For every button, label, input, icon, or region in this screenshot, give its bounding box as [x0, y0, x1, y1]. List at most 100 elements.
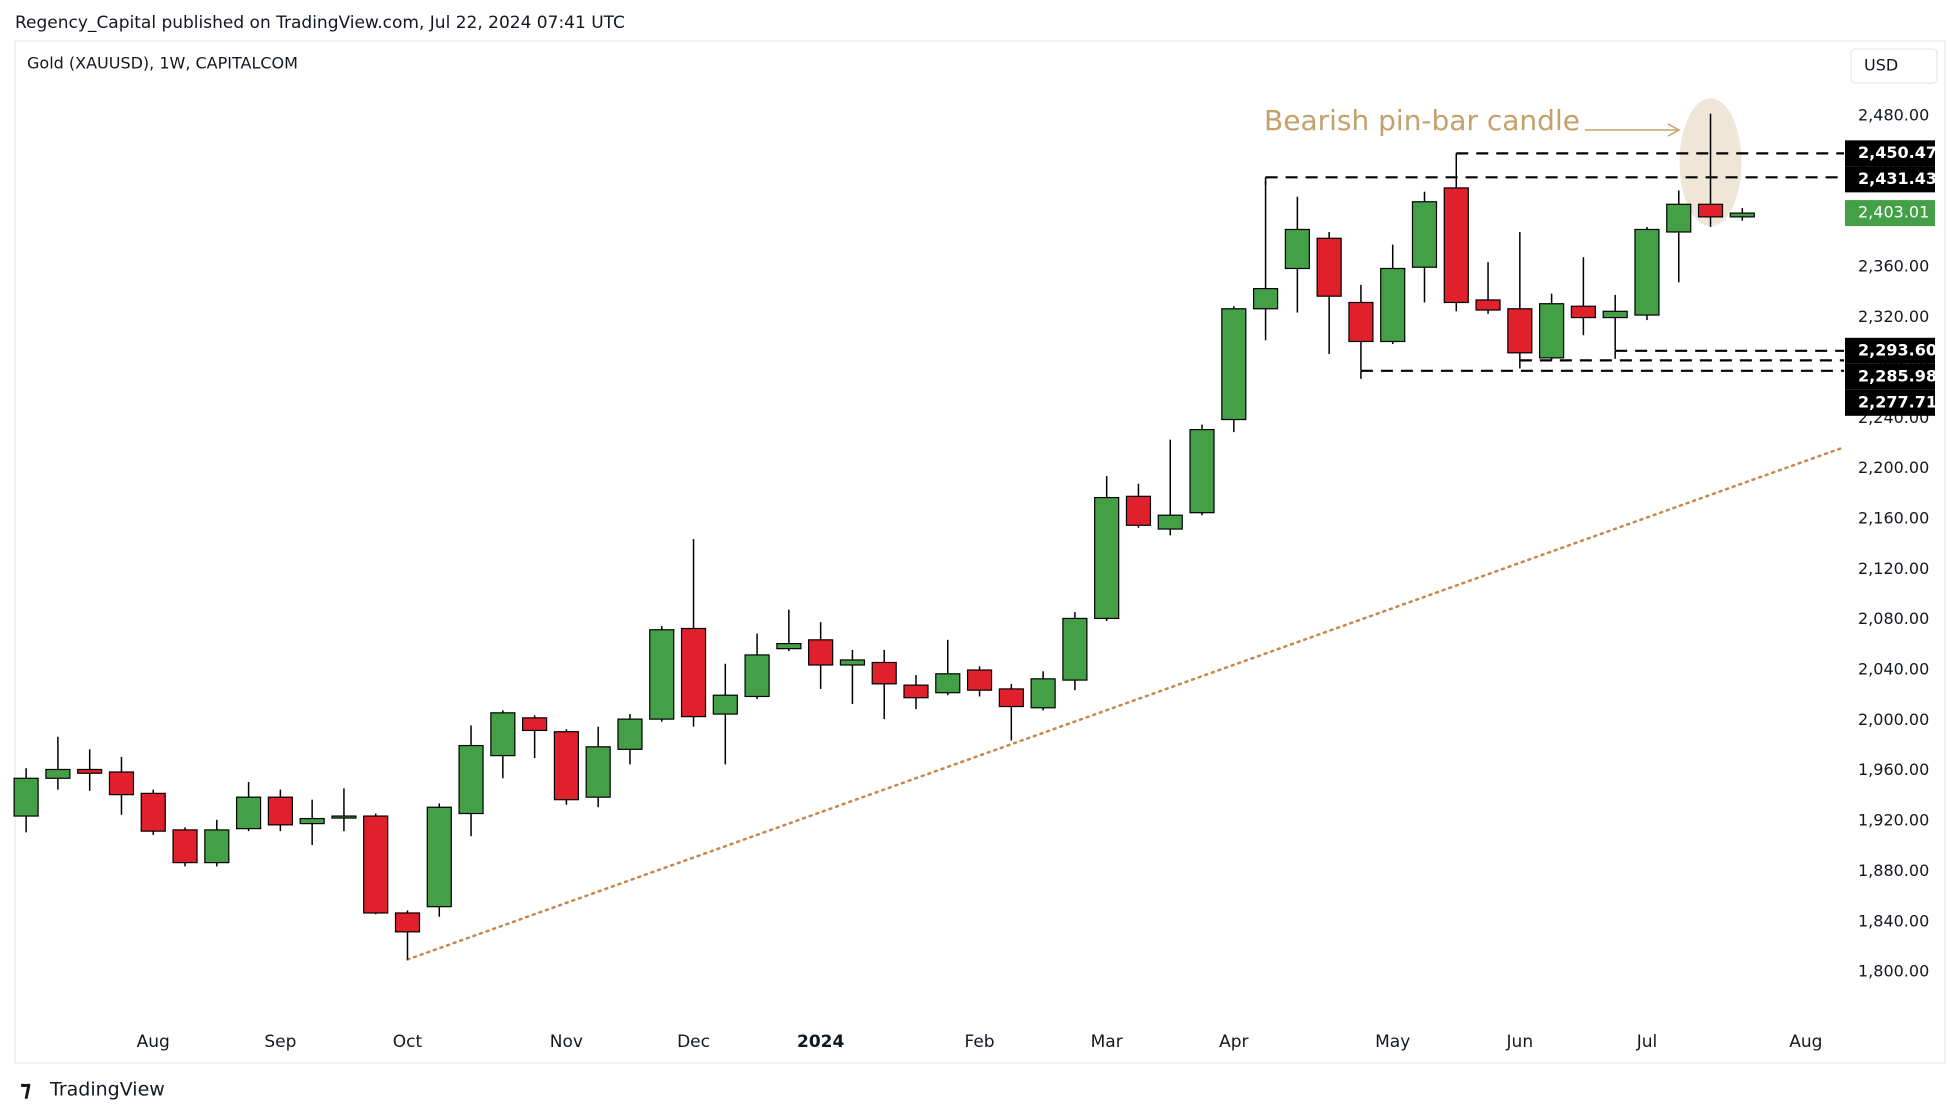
frame [14, 40, 1946, 1064]
candle-body [363, 815, 389, 914]
price-box [1845, 140, 1935, 167]
candle-body [1729, 212, 1755, 218]
candle-body [331, 815, 357, 819]
candle-body [172, 829, 198, 864]
x-tick-label: Aug [137, 1032, 170, 1052]
x-tick-label: Oct [393, 1032, 423, 1052]
annotation-arrowhead [1667, 123, 1681, 137]
x-tick-label: Jul [1636, 1032, 1658, 1052]
price-box [1845, 337, 1935, 364]
candle-body [903, 684, 929, 699]
price-box [1845, 389, 1935, 416]
candle-body [1411, 201, 1438, 268]
x-tick-label: Nov [550, 1032, 583, 1052]
price-label: 2,277.71 [1858, 392, 1937, 411]
candle-body [1570, 305, 1596, 319]
candle-body [966, 669, 993, 691]
candle-body [458, 744, 484, 815]
candle-body [394, 912, 421, 933]
candle-body [13, 777, 39, 817]
candle-body [1634, 228, 1660, 316]
y-tick-label: 2,320.00 [1858, 307, 1929, 326]
candle-body [553, 731, 580, 801]
candle-body [108, 771, 135, 796]
x-tick-label: Dec [677, 1032, 710, 1052]
candle-body [1602, 310, 1628, 319]
y-tick-label: 1,880.00 [1858, 861, 1929, 880]
candle-body [1539, 303, 1565, 359]
candle-body [1221, 308, 1247, 421]
x-tick-label: May [1375, 1032, 1410, 1052]
candle-body [1348, 301, 1374, 343]
y-tick-label: 2,200.00 [1858, 458, 1929, 477]
price-label: 2,431.43 [1858, 169, 1937, 188]
candle-body [267, 796, 293, 826]
price-box [1845, 166, 1935, 193]
candle-body [998, 688, 1024, 708]
candle-body [140, 792, 166, 832]
candle-body [1507, 308, 1533, 354]
candle-body [426, 806, 452, 908]
x-tick-label: Jun [1506, 1032, 1534, 1052]
x-tick-label: Apr [1219, 1032, 1248, 1052]
candle-body [617, 718, 643, 750]
price-box [1845, 363, 1935, 390]
candle-body [1189, 429, 1215, 514]
y-tick-label: 2,480.00 [1858, 106, 1929, 125]
candle-body [1030, 678, 1056, 709]
candle-body [649, 629, 675, 720]
candle-body [490, 712, 516, 757]
currency-button[interactable] [1850, 48, 1938, 84]
candle-body [744, 654, 770, 698]
annotation: Bearish pin-bar candle [1264, 104, 1580, 137]
candle-body [1094, 496, 1120, 620]
price-label: 2,293.60 [1858, 340, 1937, 359]
trend-line [406, 445, 1846, 961]
x-tick-label: Aug [1789, 1032, 1822, 1052]
y-tick-label: 2,080.00 [1858, 609, 1929, 628]
x-tick-label: Feb [965, 1032, 995, 1052]
y-tick-label: 2,000.00 [1858, 710, 1929, 729]
publisher: Regency_Capital published on TradingView… [15, 13, 625, 33]
candle-body [235, 796, 262, 830]
candle-body [585, 746, 611, 798]
logo-mark: ⁊ [20, 1077, 31, 1102]
candle-body [45, 768, 71, 779]
candle-body [839, 659, 866, 666]
x-tick-label: Sep [264, 1032, 296, 1052]
x-tick-label: 2024 [797, 1032, 844, 1052]
x-tick-label: Mar [1091, 1032, 1123, 1052]
brand: TradingView [49, 1079, 165, 1101]
last-price-box [1845, 200, 1935, 227]
candle-body [204, 829, 230, 864]
currency: USD [1864, 56, 1898, 75]
price-label: 2,285.98 [1858, 366, 1937, 385]
candle-body [1284, 228, 1310, 270]
candle-body [1316, 237, 1342, 297]
last-price-label: 2,403.01 [1858, 203, 1929, 222]
candle-body [776, 642, 802, 650]
candle-body [1666, 203, 1692, 233]
y-tick-label: 2,160.00 [1858, 508, 1929, 527]
candle-body [1252, 288, 1279, 310]
candle-body [871, 661, 897, 685]
candle-body [1475, 299, 1501, 311]
candle-body [680, 627, 707, 718]
candle-body [1380, 267, 1406, 343]
candle-body [522, 717, 548, 732]
y-tick-label: 1,840.00 [1858, 911, 1929, 930]
candle-body [808, 639, 834, 666]
y-tick-label: 2,360.00 [1858, 257, 1929, 276]
candle-body [1443, 187, 1469, 304]
price-label: 2,450.47 [1858, 143, 1937, 162]
y-tick-label: 2,120.00 [1858, 559, 1929, 578]
candle-body [1157, 514, 1183, 530]
y-tick-label: 2,040.00 [1858, 660, 1929, 679]
candle-body [1062, 617, 1088, 681]
y-tick-label: 1,920.00 [1858, 811, 1929, 830]
candle-body [935, 673, 961, 694]
candle-body [299, 817, 325, 825]
candle-body [77, 768, 103, 774]
